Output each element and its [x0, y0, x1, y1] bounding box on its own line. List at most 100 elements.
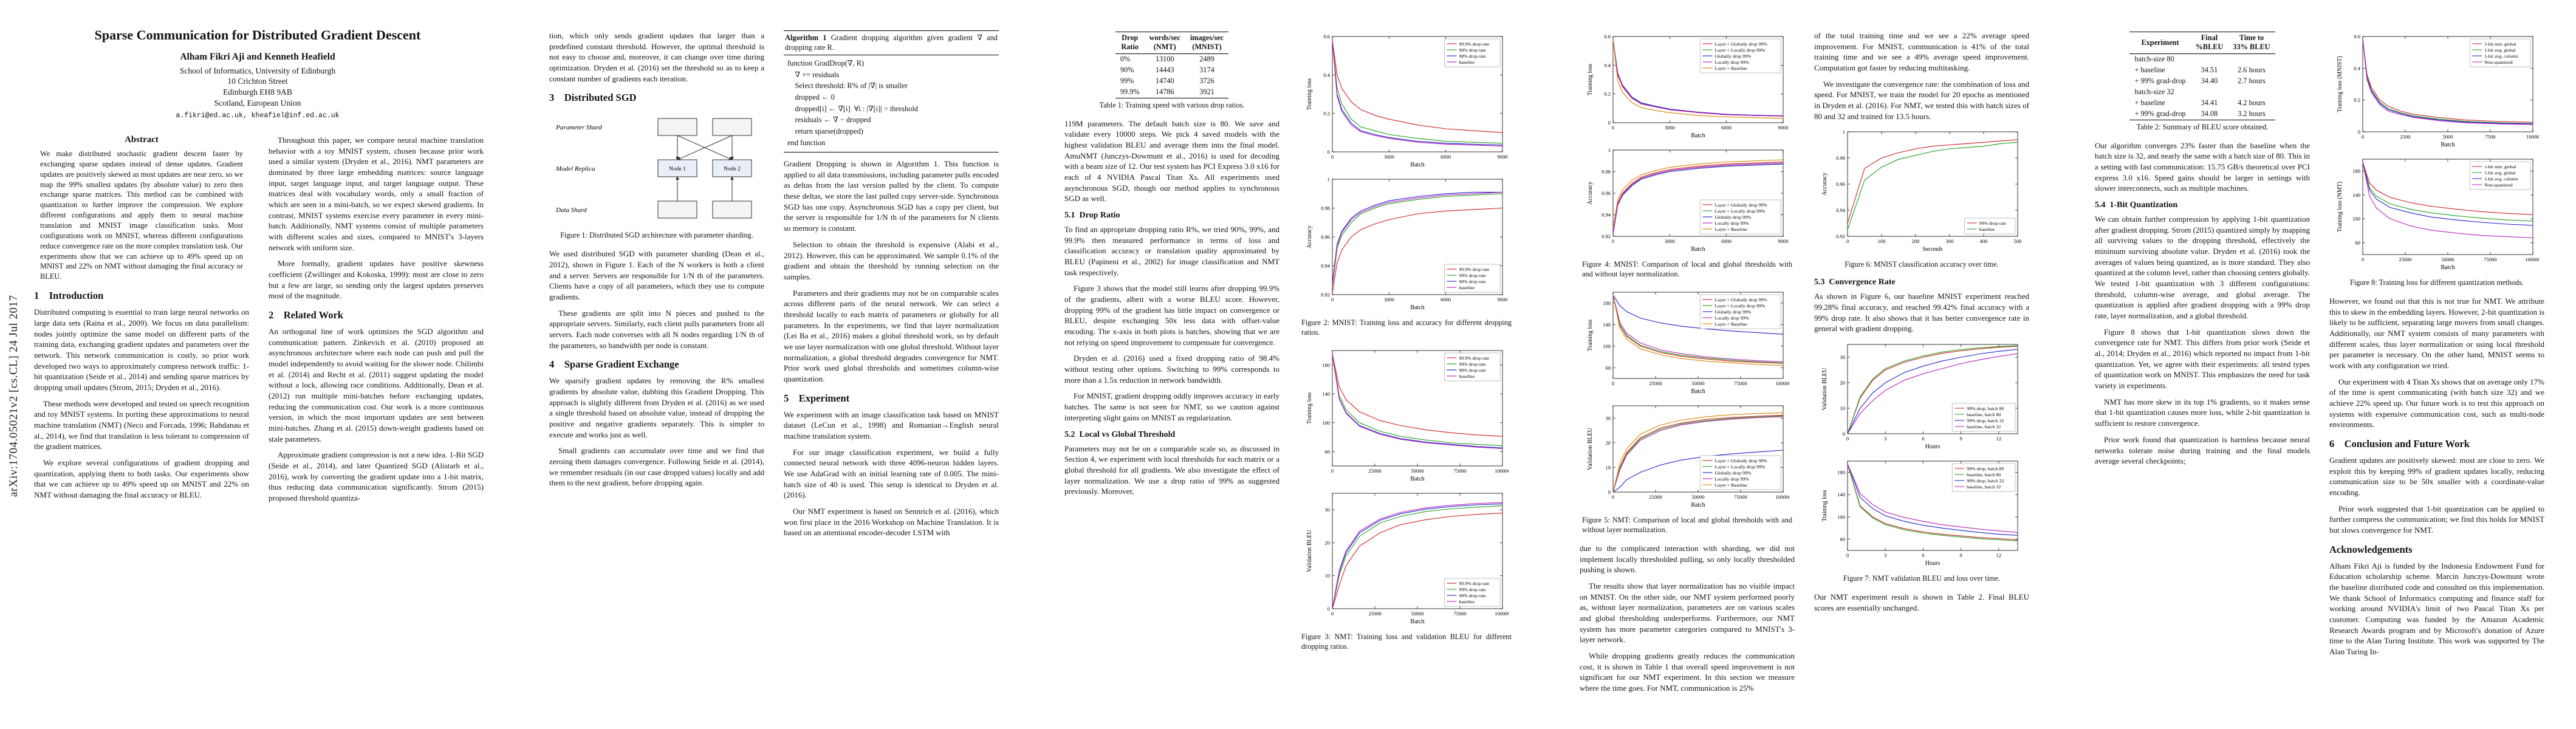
paragraph: These gradients are split into N pieces … — [549, 308, 764, 350]
svg-text:Parameter Shard: Parameter Shard — [555, 124, 602, 131]
paragraph: We used distributed SGD with parameter s… — [549, 249, 764, 302]
figure4-accuracy-plot: 0 3000 6000 9000 0.92 0.94 0.96 0.98 1 Batch Accur… — [1580, 145, 1795, 258]
affiliation-line: 10 Crichton Street — [227, 77, 288, 86]
algorithm-line: residuals ← ∇ − dropped — [787, 115, 871, 125]
table-row: + 99% grad-drop 34.40 2.7 hours — [2134, 77, 2266, 86]
paper-title: Sparse Communication for Distributed Gra… — [94, 27, 421, 43]
svg-text:10000: 10000 — [2526, 134, 2539, 140]
svg-text:baseline: baseline — [1459, 285, 1475, 290]
svg-text:1-bit avg. global: 1-bit avg. global — [2484, 170, 2516, 176]
svg-text:1-bit avg. global: 1-bit avg. global — [2484, 47, 2516, 53]
svg-text:6: 6 — [1922, 552, 1924, 558]
svg-text:50000: 50000 — [1411, 468, 1423, 474]
svg-text:0: 0 — [1612, 380, 1614, 386]
svg-text:0: 0 — [1327, 149, 1330, 155]
svg-text:99% drop, batch 32: 99% drop, batch 32 — [1967, 418, 2004, 423]
svg-text:Globally drop 99%: Globally drop 99% — [1715, 53, 1752, 59]
svg-text:Non-quantized: Non-quantized — [2484, 182, 2512, 188]
page-3: Drop Ratio words/sec (NMT) images/sec (MNI… — [1030, 0, 1546, 729]
svg-text:baseline, batch 32: baseline, batch 32 — [1967, 424, 2001, 430]
svg-text:Training loss: Training loss — [1821, 490, 1828, 521]
svg-text:Accuracy: Accuracy — [1821, 173, 1828, 196]
author-emails[interactable]: a.fikri@ed.ac.uk, kheafiel@inf.ed.ac.uk — [176, 112, 340, 120]
svg-text:200: 200 — [1912, 238, 1920, 244]
affiliation: School of Informatics, University of Edi… — [34, 66, 481, 109]
paragraph: Figure 3 shows that the model still lear… — [1064, 284, 1279, 347]
svg-text:3000: 3000 — [1384, 296, 1394, 303]
svg-text:Locally drop 99%: Locally drop 99% — [1715, 315, 1750, 321]
paragraph: We investigate the convergence rate: the… — [1814, 79, 2029, 121]
svg-text:300: 300 — [1946, 238, 1954, 244]
paragraph: However, we found out that this is not t… — [2329, 296, 2544, 371]
svg-text:100: 100 — [1878, 238, 1886, 244]
svg-text:Batch: Batch — [1691, 132, 1705, 139]
svg-text:3000: 3000 — [1665, 238, 1675, 244]
svg-text:99.9% drop rate: 99.9% drop rate — [1459, 267, 1490, 272]
svg-text:Layer + Baseline: Layer + Baseline — [1715, 66, 1748, 71]
svg-text:Seconds: Seconds — [1922, 246, 1942, 253]
svg-text:0.96: 0.96 — [1321, 234, 1330, 240]
svg-text:20: 20 — [1325, 539, 1331, 546]
svg-text:10: 10 — [1840, 405, 1846, 411]
table-row: batch-size 32 — [2134, 87, 2174, 97]
section-heading-distributed-sgd: 3 Distributed SGD — [549, 92, 637, 104]
svg-text:0: 0 — [2362, 134, 2364, 140]
svg-text:Training loss: Training loss — [1587, 64, 1594, 95]
svg-text:1-bit avg. column: 1-bit avg. column — [2484, 53, 2518, 59]
svg-text:0: 0 — [1846, 238, 1849, 244]
svg-text:Batch: Batch — [1410, 618, 1424, 625]
svg-text:12: 12 — [1996, 436, 2002, 442]
svg-text:Layer + Baseline: Layer + Baseline — [1715, 482, 1748, 488]
figure1-architecture-diagram: Parameter Shard Model Replica Data Shard No… — [549, 109, 764, 228]
paragraph: 119M parameters. The default batch size … — [1064, 118, 1279, 204]
paragraph: As shown in Figure 6, our baseline MNIST… — [1814, 292, 2029, 334]
svg-text:25000: 25000 — [1368, 611, 1381, 617]
paragraph: Alham Fikri Aji is funded by the Indones… — [2329, 561, 2544, 657]
affiliation-line: Edinburgh EH8 9AB — [223, 87, 292, 97]
svg-text:0: 0 — [1846, 552, 1849, 558]
affiliation-line: School of Informatics, University of Edi… — [179, 66, 336, 75]
svg-text:3000: 3000 — [1665, 125, 1675, 131]
svg-text:Layer + Globally drop 99%: Layer + Globally drop 99% — [1715, 458, 1768, 464]
svg-text:180: 180 — [1837, 469, 1845, 475]
svg-text:9000: 9000 — [1778, 125, 1789, 131]
algorithm-1-title: Algorithm 1 Gradient dropping algorithm … — [784, 31, 999, 56]
svg-text:0.92: 0.92 — [1601, 233, 1611, 239]
svg-text:Layer + Locally drop 99%: Layer + Locally drop 99% — [1715, 47, 1766, 53]
paragraph: tion, which only sends gradient updates … — [549, 31, 764, 83]
paragraph: To find an appropriate dropping ratio R%… — [1064, 225, 1279, 277]
svg-text:140: 140 — [1603, 321, 1611, 327]
svg-text:0.2: 0.2 — [1604, 91, 1611, 97]
svg-text:180: 180 — [1322, 362, 1330, 368]
section-heading-experiment: 5 Experiment — [784, 392, 850, 404]
paragraph: An orthogonal line of work optimizes the… — [269, 327, 484, 443]
subsection-heading-drop-ratio: 5.1 Drop Ratio — [1064, 211, 1120, 221]
svg-text:90% drop rate: 90% drop rate — [1459, 593, 1487, 598]
svg-text:1-bit avg. column: 1-bit avg. column — [2484, 176, 2518, 182]
figure5-caption: Figure 5: NMT: Comparison of local and g… — [1582, 515, 1792, 534]
svg-text:99% drop, batch 80: 99% drop, batch 80 — [1967, 406, 2004, 411]
page4-right-column: of the total training time and we see a … — [1814, 30, 2029, 703]
figure1-caption: Figure 1: Distributed SGD architecture w… — [560, 231, 753, 240]
table1-caption: Table 1: Training speed with various dro… — [1099, 100, 1245, 109]
page-5: Experiment Final %BLEU Time to 33% BLEU bat… — [2061, 0, 2576, 729]
svg-text:100: 100 — [1603, 343, 1611, 349]
svg-text:75000: 75000 — [1453, 611, 1466, 617]
svg-text:9000: 9000 — [1498, 154, 1508, 160]
svg-text:0: 0 — [1608, 120, 1611, 126]
svg-text:99.9% drop rate: 99.9% drop rate — [1459, 581, 1490, 586]
paragraph: More formally, gradient updates have pos… — [269, 259, 484, 301]
paragraph: due to the complicated interaction with … — [1580, 543, 1795, 575]
section-heading-introduction: 1 Introduction — [34, 290, 104, 302]
svg-text:75000: 75000 — [1734, 494, 1747, 500]
svg-text:50000: 50000 — [1691, 494, 1704, 500]
section-heading-related-work: 2 Related Work — [269, 309, 343, 321]
arxiv-watermark: arXiv:1704.05021v2 [cs.CL] 24 Jul 2017 — [7, 295, 20, 497]
svg-text:0: 0 — [2362, 256, 2364, 262]
page1-right-column: Throughout this paper, we compare neural… — [269, 135, 484, 700]
